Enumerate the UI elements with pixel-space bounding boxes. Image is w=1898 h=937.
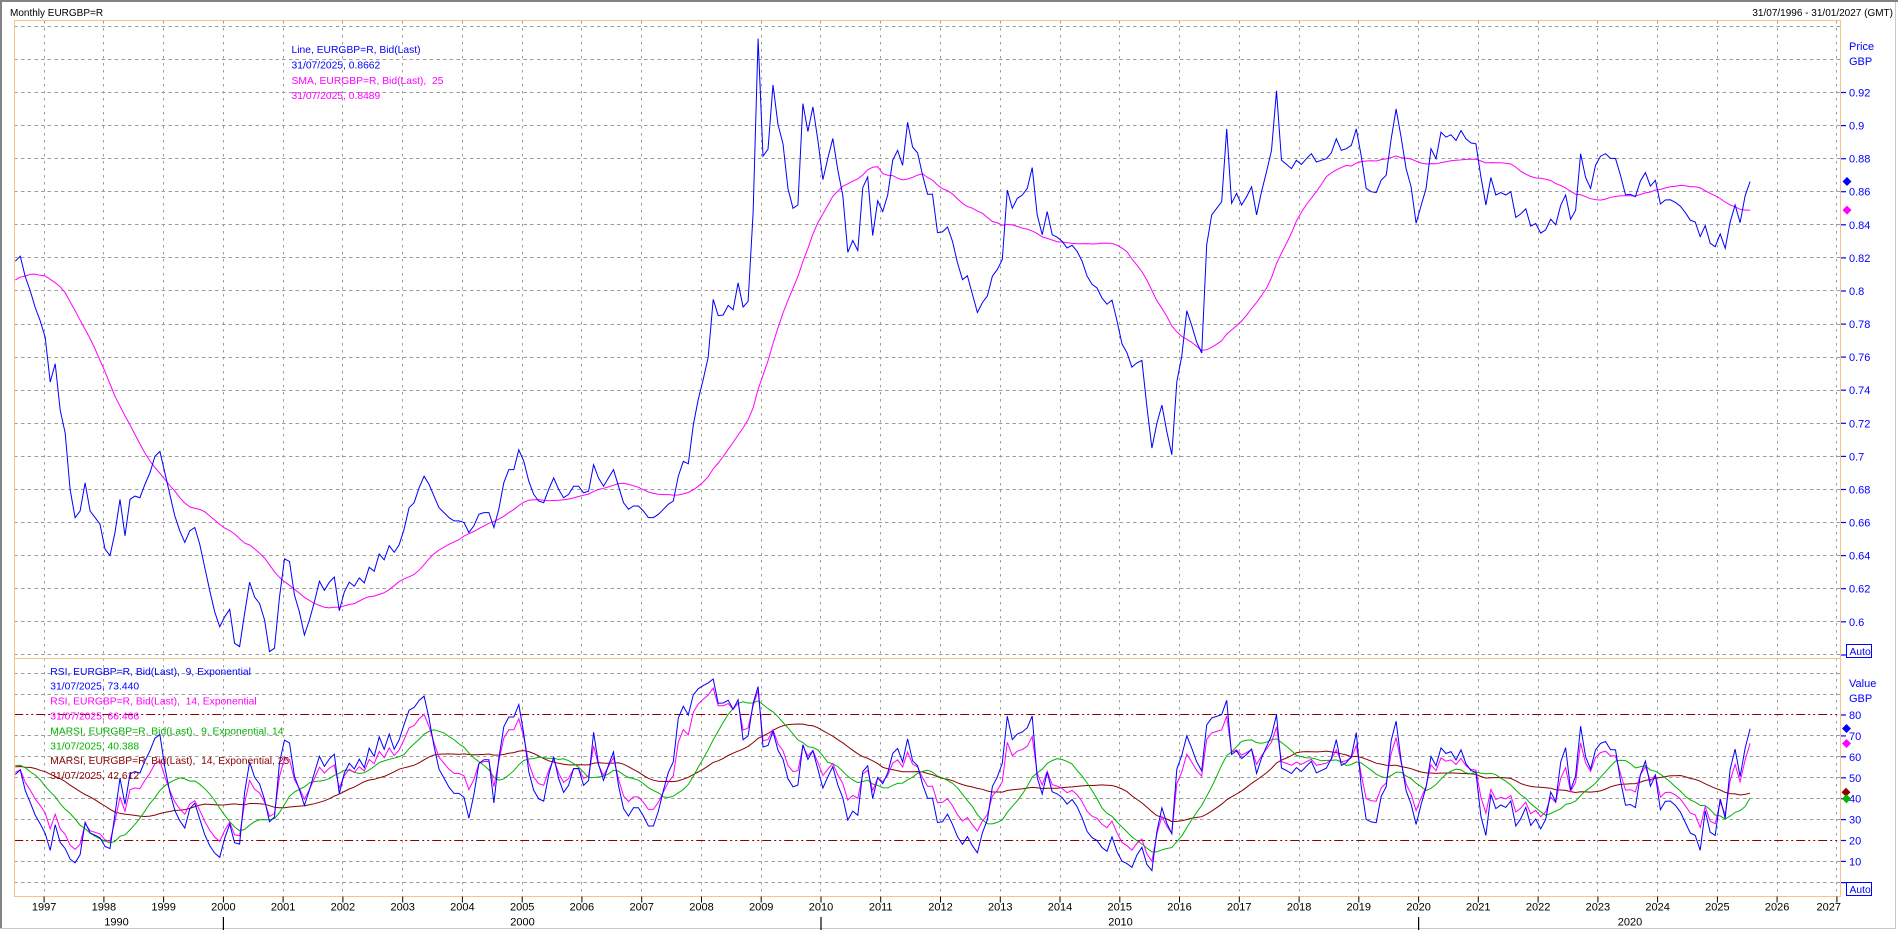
svg-text:2013: 2013 (988, 902, 1012, 914)
svg-text:2017: 2017 (1227, 902, 1251, 914)
svg-text:0.64: 0.64 (1849, 551, 1870, 563)
svg-text:2011: 2011 (869, 902, 893, 914)
svg-text:2015: 2015 (1108, 902, 1132, 914)
svg-text:0.88: 0.88 (1849, 154, 1870, 166)
svg-text:31/07/2025, 66.466: 31/07/2025, 66.466 (50, 712, 139, 723)
svg-text:Price: Price (1849, 41, 1874, 53)
svg-text:2010: 2010 (1108, 917, 1132, 929)
svg-text:2021: 2021 (1466, 902, 1490, 914)
svg-text:2020: 2020 (1618, 917, 1642, 929)
svg-text:2014: 2014 (1048, 902, 1072, 914)
svg-text:0.8: 0.8 (1849, 286, 1864, 298)
svg-text:10: 10 (1849, 856, 1861, 868)
svg-text:Line, EURGBP=R, Bid(Last): Line, EURGBP=R, Bid(Last) (292, 45, 421, 56)
svg-text:31/07/1996 - 31/01/2027 (GMT): 31/07/1996 - 31/01/2027 (GMT) (1752, 8, 1893, 19)
svg-text:GBP: GBP (1849, 56, 1872, 68)
svg-text:2000: 2000 (211, 902, 235, 914)
svg-text:0.62: 0.62 (1849, 584, 1870, 596)
svg-text:60: 60 (1849, 752, 1861, 764)
svg-text:0.6: 0.6 (1849, 617, 1864, 629)
svg-text:2005: 2005 (510, 902, 534, 914)
svg-text:MARSI, EURGBP=R, Bid(Last), 1: MARSI, EURGBP=R, Bid(Last), 14, Exponent… (50, 756, 289, 767)
svg-text:31/07/2025, 73.440: 31/07/2025, 73.440 (50, 682, 139, 693)
svg-text:2006: 2006 (570, 902, 594, 914)
svg-text:Monthly EURGBP=R: Monthly EURGBP=R (10, 8, 103, 19)
svg-text:0.66: 0.66 (1849, 518, 1870, 530)
svg-text:1997: 1997 (32, 902, 56, 914)
svg-text:30: 30 (1849, 815, 1861, 827)
svg-text:0.72: 0.72 (1849, 418, 1870, 430)
svg-text:31/07/2025, 0.8662: 31/07/2025, 0.8662 (292, 60, 381, 71)
svg-text:GBP: GBP (1849, 693, 1872, 705)
svg-text:2024: 2024 (1645, 902, 1669, 914)
svg-text:40: 40 (1849, 794, 1861, 806)
svg-text:70: 70 (1849, 731, 1861, 743)
svg-text:0.86: 0.86 (1849, 187, 1870, 199)
svg-text:Value: Value (1849, 678, 1876, 690)
svg-text:2004: 2004 (450, 902, 474, 914)
svg-text:1990: 1990 (104, 917, 128, 929)
svg-text:50: 50 (1849, 773, 1861, 785)
svg-text:80: 80 (1849, 710, 1861, 722)
svg-text:SMA, EURGBP=R, Bid(Last), 25: SMA, EURGBP=R, Bid(Last), 25 (292, 76, 444, 87)
svg-text:31/07/2025, 42.612: 31/07/2025, 42.612 (50, 771, 139, 782)
svg-text:2023: 2023 (1586, 902, 1610, 914)
svg-text:1998: 1998 (92, 902, 116, 914)
svg-text:0.9: 0.9 (1849, 121, 1864, 133)
svg-text:2003: 2003 (390, 902, 414, 914)
svg-text:2000: 2000 (510, 917, 534, 929)
svg-text:2026: 2026 (1765, 902, 1789, 914)
svg-text:2016: 2016 (1167, 902, 1191, 914)
svg-text:RSI, EURGBP=R, Bid(Last), 14,: RSI, EURGBP=R, Bid(Last), 14, Exponentia… (50, 697, 256, 708)
svg-text:1999: 1999 (151, 902, 175, 914)
svg-text:2010: 2010 (809, 902, 833, 914)
svg-text:0.78: 0.78 (1849, 319, 1870, 331)
svg-text:2012: 2012 (928, 902, 952, 914)
svg-text:2027: 2027 (1817, 902, 1841, 914)
svg-text:Auto: Auto (1850, 647, 1871, 658)
svg-text:RSI, EURGBP=R, Bid(Last), 9,: RSI, EURGBP=R, Bid(Last), 9, Exponential (50, 667, 251, 678)
svg-text:2022: 2022 (1526, 902, 1550, 914)
svg-text:31/07/2025, 0.8489: 31/07/2025, 0.8489 (292, 91, 381, 102)
svg-text:MARSI, EURGBP=R, Bid(Last), 9: MARSI, EURGBP=R, Bid(Last), 9, Exponenti… (50, 726, 283, 737)
svg-text:2002: 2002 (331, 902, 355, 914)
svg-text:0.76: 0.76 (1849, 352, 1870, 364)
svg-text:2020: 2020 (1406, 902, 1430, 914)
svg-text:0.92: 0.92 (1849, 88, 1870, 100)
svg-text:2019: 2019 (1347, 902, 1371, 914)
svg-text:0.68: 0.68 (1849, 485, 1870, 497)
svg-text:2001: 2001 (271, 902, 295, 914)
svg-text:2018: 2018 (1287, 902, 1311, 914)
svg-text:31/07/2025, 40.388: 31/07/2025, 40.388 (50, 741, 139, 752)
svg-text:0.7: 0.7 (1849, 451, 1864, 463)
svg-text:2025: 2025 (1705, 902, 1729, 914)
svg-text:2008: 2008 (689, 902, 713, 914)
svg-text:20: 20 (1849, 836, 1861, 848)
svg-text:0.74: 0.74 (1849, 385, 1870, 397)
svg-text:Auto: Auto (1850, 885, 1871, 896)
svg-text:0.84: 0.84 (1849, 220, 1870, 232)
svg-text:2007: 2007 (629, 902, 653, 914)
svg-text:0.82: 0.82 (1849, 253, 1870, 265)
svg-text:2009: 2009 (749, 902, 773, 914)
